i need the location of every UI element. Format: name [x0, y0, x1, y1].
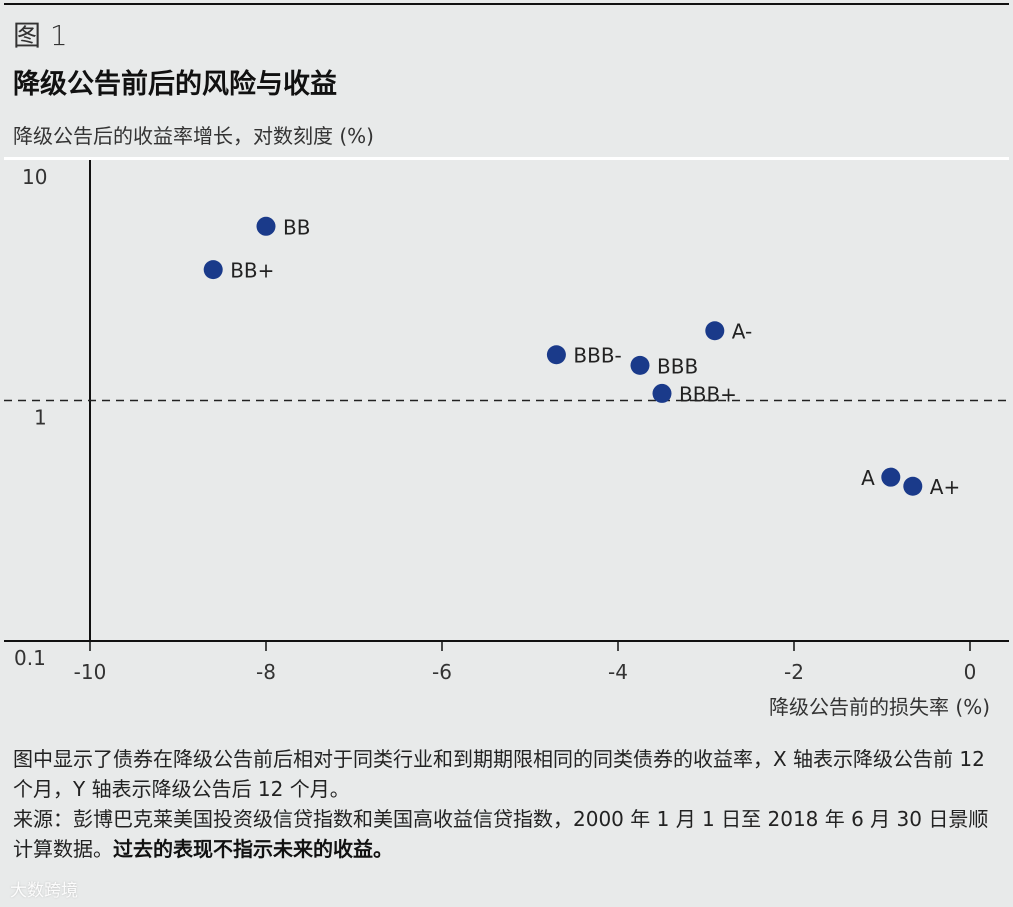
point-label: A+ — [930, 475, 960, 499]
figure-label: 图 1 — [13, 19, 68, 52]
y-tick-label: 1 — [34, 406, 47, 430]
disclaimer-text: 过去的表现不指示未来的收益。 — [113, 837, 393, 861]
data-point — [652, 383, 672, 403]
data-point — [705, 321, 725, 341]
chart-description: 图中显示了债券在降级公告前后相对于同类行业和到期期限相同的同类债券的收益率，X … — [13, 747, 985, 801]
top-rule — [4, 3, 1009, 5]
x-tick-label: 0 — [964, 660, 977, 684]
source-line: 来源：彭博巴克莱美国投资级信贷指数和美国高收益信贷指数，2000 年 1 月 1… — [13, 804, 1003, 864]
x-tick-label: -4 — [608, 660, 628, 684]
x-axis-title: 降级公告前的损失率 (%) — [769, 695, 990, 719]
point-label: BBB- — [573, 344, 621, 368]
y-tick-label: 10 — [22, 165, 47, 189]
watermark: 大数跨境 — [10, 881, 78, 901]
point-label: BBB+ — [679, 382, 737, 406]
data-point — [881, 467, 901, 487]
figure-title: 降级公告前后的风险与收益 — [13, 69, 337, 100]
data-point — [203, 260, 223, 280]
data-point — [546, 345, 566, 365]
x-tick-label: -2 — [784, 660, 804, 684]
x-tick-label: -8 — [256, 660, 276, 684]
data-point — [903, 476, 923, 496]
y-axis-title: 降级公告后的收益率增长，对数刻度 (%) — [13, 124, 374, 148]
data-point — [256, 216, 276, 236]
data-point — [630, 355, 650, 375]
source-text: 来源：彭博巴克莱美国投资级信贷指数和美国高收益信贷指数，2000 年 1 月 1… — [13, 807, 989, 861]
point-label: BB — [283, 215, 310, 239]
panel-divider — [4, 157, 1009, 160]
x-tick-label: -10 — [74, 660, 107, 684]
x-tick-label: -6 — [432, 660, 452, 684]
y-tick-label: 0.1 — [14, 646, 46, 670]
point-label: BB+ — [230, 259, 274, 283]
scatter-chart: -10 -8 -6 -4 -2 0 0.1 1 10 降级公告前的损失率 (%) BB BB+ BBB-… — [4, 160, 1009, 719]
point-label: A- — [732, 320, 752, 344]
point-label: BBB — [657, 354, 698, 378]
point-label: A — [861, 466, 875, 490]
figure-notes: 图中显示了债券在降级公告前后相对于同类行业和到期期限相同的同类债券的收益率，X … — [13, 744, 1003, 864]
